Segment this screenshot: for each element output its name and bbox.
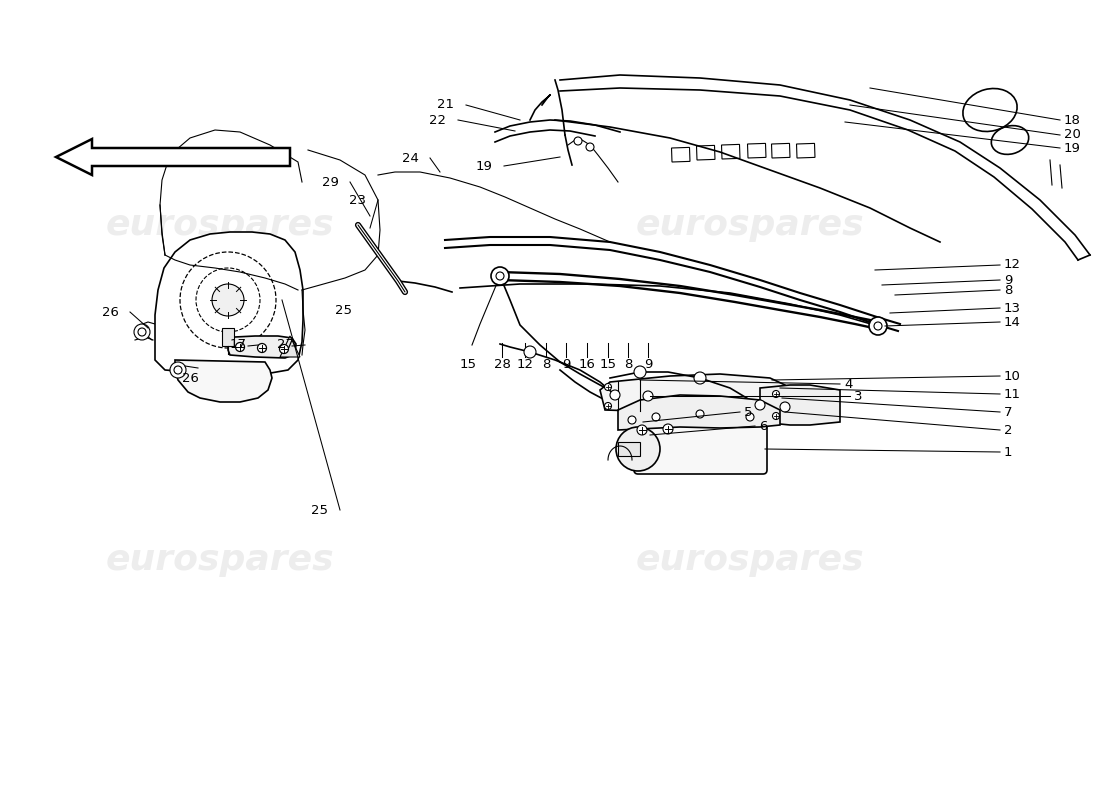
Text: 17: 17 xyxy=(230,338,246,351)
FancyBboxPatch shape xyxy=(634,424,767,474)
Text: 26: 26 xyxy=(182,371,198,385)
Circle shape xyxy=(524,346,536,358)
Circle shape xyxy=(772,390,780,398)
Text: 13: 13 xyxy=(1004,302,1021,314)
Text: 3: 3 xyxy=(854,390,862,402)
Text: 1: 1 xyxy=(1004,446,1012,458)
Circle shape xyxy=(496,272,504,280)
Circle shape xyxy=(696,410,704,418)
Bar xyxy=(696,146,715,160)
Circle shape xyxy=(780,402,790,412)
Text: 23: 23 xyxy=(350,194,366,206)
Polygon shape xyxy=(760,385,840,425)
Text: 2: 2 xyxy=(1004,423,1012,437)
Circle shape xyxy=(874,322,882,330)
Text: eurospares: eurospares xyxy=(106,543,334,577)
Text: 5: 5 xyxy=(744,406,752,418)
Circle shape xyxy=(644,391,653,401)
FancyArrow shape xyxy=(56,139,290,175)
Circle shape xyxy=(869,317,887,335)
Circle shape xyxy=(637,425,647,435)
Circle shape xyxy=(694,372,706,384)
Text: 16: 16 xyxy=(579,358,595,371)
Circle shape xyxy=(235,342,244,351)
Text: 7: 7 xyxy=(1004,406,1012,418)
Text: 8: 8 xyxy=(1004,283,1012,297)
Circle shape xyxy=(134,324,150,340)
Circle shape xyxy=(174,366,182,374)
Text: 19: 19 xyxy=(1064,142,1081,154)
Text: eurospares: eurospares xyxy=(636,208,865,242)
Circle shape xyxy=(170,362,186,378)
Text: 8: 8 xyxy=(624,358,632,371)
Circle shape xyxy=(605,402,612,410)
Text: 29: 29 xyxy=(321,175,339,189)
Bar xyxy=(671,147,690,162)
Circle shape xyxy=(663,424,673,434)
Text: 24: 24 xyxy=(402,151,418,165)
Circle shape xyxy=(628,416,636,424)
Text: 18: 18 xyxy=(1064,114,1081,126)
Text: 15: 15 xyxy=(460,358,477,371)
Circle shape xyxy=(634,366,646,378)
Circle shape xyxy=(616,427,660,471)
Circle shape xyxy=(212,284,244,316)
Circle shape xyxy=(586,143,594,151)
Circle shape xyxy=(652,413,660,421)
Circle shape xyxy=(279,345,288,354)
Circle shape xyxy=(605,383,612,390)
Text: 25: 25 xyxy=(336,303,352,317)
Text: 11: 11 xyxy=(1004,387,1021,401)
Text: 12: 12 xyxy=(1004,258,1021,271)
Bar xyxy=(222,328,234,346)
Text: 10: 10 xyxy=(1004,370,1021,382)
Polygon shape xyxy=(175,360,272,402)
Bar xyxy=(748,143,766,158)
Text: 27: 27 xyxy=(276,338,294,351)
Text: 21: 21 xyxy=(438,98,454,111)
Text: 19: 19 xyxy=(475,159,493,173)
Text: 28: 28 xyxy=(494,358,510,371)
Bar xyxy=(618,442,640,456)
Text: 14: 14 xyxy=(1004,315,1021,329)
Text: 20: 20 xyxy=(1064,129,1081,142)
Text: 9: 9 xyxy=(1004,274,1012,286)
Text: 9: 9 xyxy=(644,358,652,371)
Circle shape xyxy=(491,267,509,285)
Polygon shape xyxy=(618,395,780,430)
Text: 4: 4 xyxy=(844,378,852,390)
Text: eurospares: eurospares xyxy=(106,208,334,242)
Text: 9: 9 xyxy=(562,358,570,371)
Text: eurospares: eurospares xyxy=(636,543,865,577)
Text: 26: 26 xyxy=(101,306,119,318)
Text: 15: 15 xyxy=(600,358,616,371)
Polygon shape xyxy=(155,232,302,374)
Polygon shape xyxy=(600,374,785,420)
Polygon shape xyxy=(228,336,296,358)
Text: 12: 12 xyxy=(517,358,534,371)
Circle shape xyxy=(746,413,754,421)
Circle shape xyxy=(772,413,780,419)
Text: 25: 25 xyxy=(311,503,329,517)
Bar xyxy=(771,143,790,158)
Polygon shape xyxy=(280,336,300,357)
Bar xyxy=(796,143,815,158)
Circle shape xyxy=(138,328,146,336)
Circle shape xyxy=(574,137,582,145)
Text: 8: 8 xyxy=(542,358,550,371)
Text: 6: 6 xyxy=(759,419,768,433)
Circle shape xyxy=(610,390,620,400)
Circle shape xyxy=(257,343,266,353)
Bar xyxy=(722,144,740,159)
Text: 22: 22 xyxy=(429,114,447,126)
Circle shape xyxy=(755,400,764,410)
